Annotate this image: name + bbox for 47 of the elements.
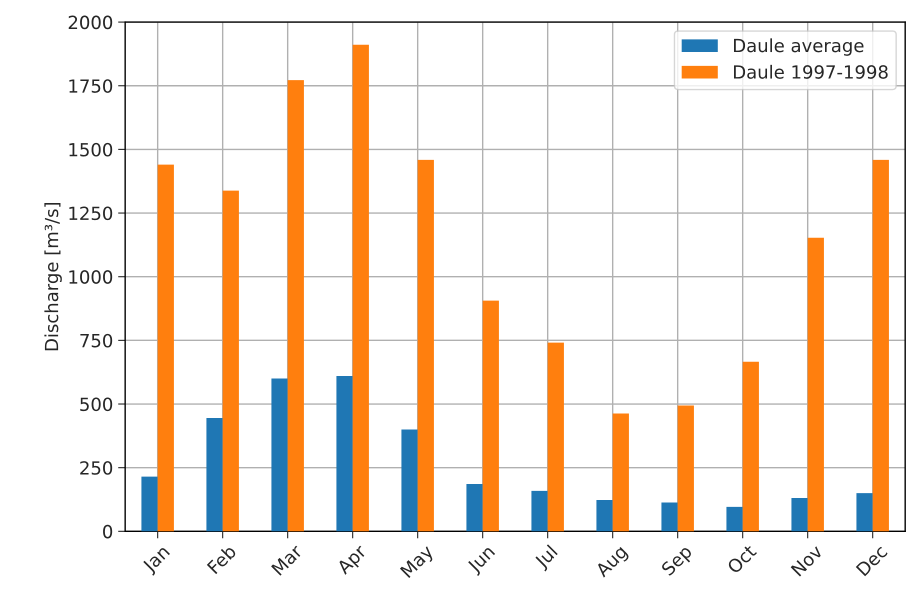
x-tick-label: Sep [660, 544, 696, 579]
bar [466, 484, 483, 532]
x-tick-label: Aug [594, 544, 630, 580]
bar [141, 476, 158, 532]
bar [856, 493, 873, 532]
x-tick-label: Oct [726, 544, 758, 574]
x-tick-label: Mar [271, 544, 304, 576]
bar [596, 500, 613, 532]
legend-label: Daule average [734, 38, 864, 56]
x-tick-label: Jun [466, 544, 498, 576]
bar [791, 498, 808, 532]
bar [288, 80, 304, 532]
bar [418, 160, 434, 532]
y-tick-label: 250 [80, 461, 112, 475]
y-tick-label: 0 [103, 524, 112, 538]
x-tick-label: Apr [336, 544, 370, 578]
bar [661, 502, 678, 532]
y-tick-label: 2000 [68, 16, 112, 30]
bar [206, 418, 223, 532]
x-tick-label: Jul [533, 544, 560, 572]
bar [482, 300, 499, 532]
bar [271, 378, 288, 532]
bar [808, 238, 824, 532]
bar [742, 362, 759, 532]
legend-label: Daule 1997-1998 [734, 64, 888, 79]
y-tick-label: 500 [80, 397, 112, 412]
y-tick-label: 1500 [69, 142, 112, 157]
x-tick-label: Jan [141, 544, 172, 576]
bar [726, 506, 743, 532]
y-axis-title: Discharge [m³/s] [44, 202, 62, 350]
x-tick-label: Feb [206, 544, 237, 574]
bar [872, 160, 889, 532]
y-tick-label: 1750 [69, 79, 112, 93]
y-tick-label: 750 [80, 334, 112, 348]
bar [548, 342, 564, 532]
bar [401, 429, 418, 532]
y-tick-label: 1250 [69, 206, 112, 220]
bar [678, 406, 694, 532]
x-tick-label: Nov [790, 544, 824, 577]
bar [336, 376, 353, 532]
bar [612, 413, 629, 532]
bar [352, 44, 369, 532]
bar [158, 164, 174, 532]
x-tick-label: Dec [856, 544, 888, 576]
y-tick-label: 1000 [69, 270, 112, 284]
bar [222, 190, 239, 532]
bar [531, 490, 548, 532]
